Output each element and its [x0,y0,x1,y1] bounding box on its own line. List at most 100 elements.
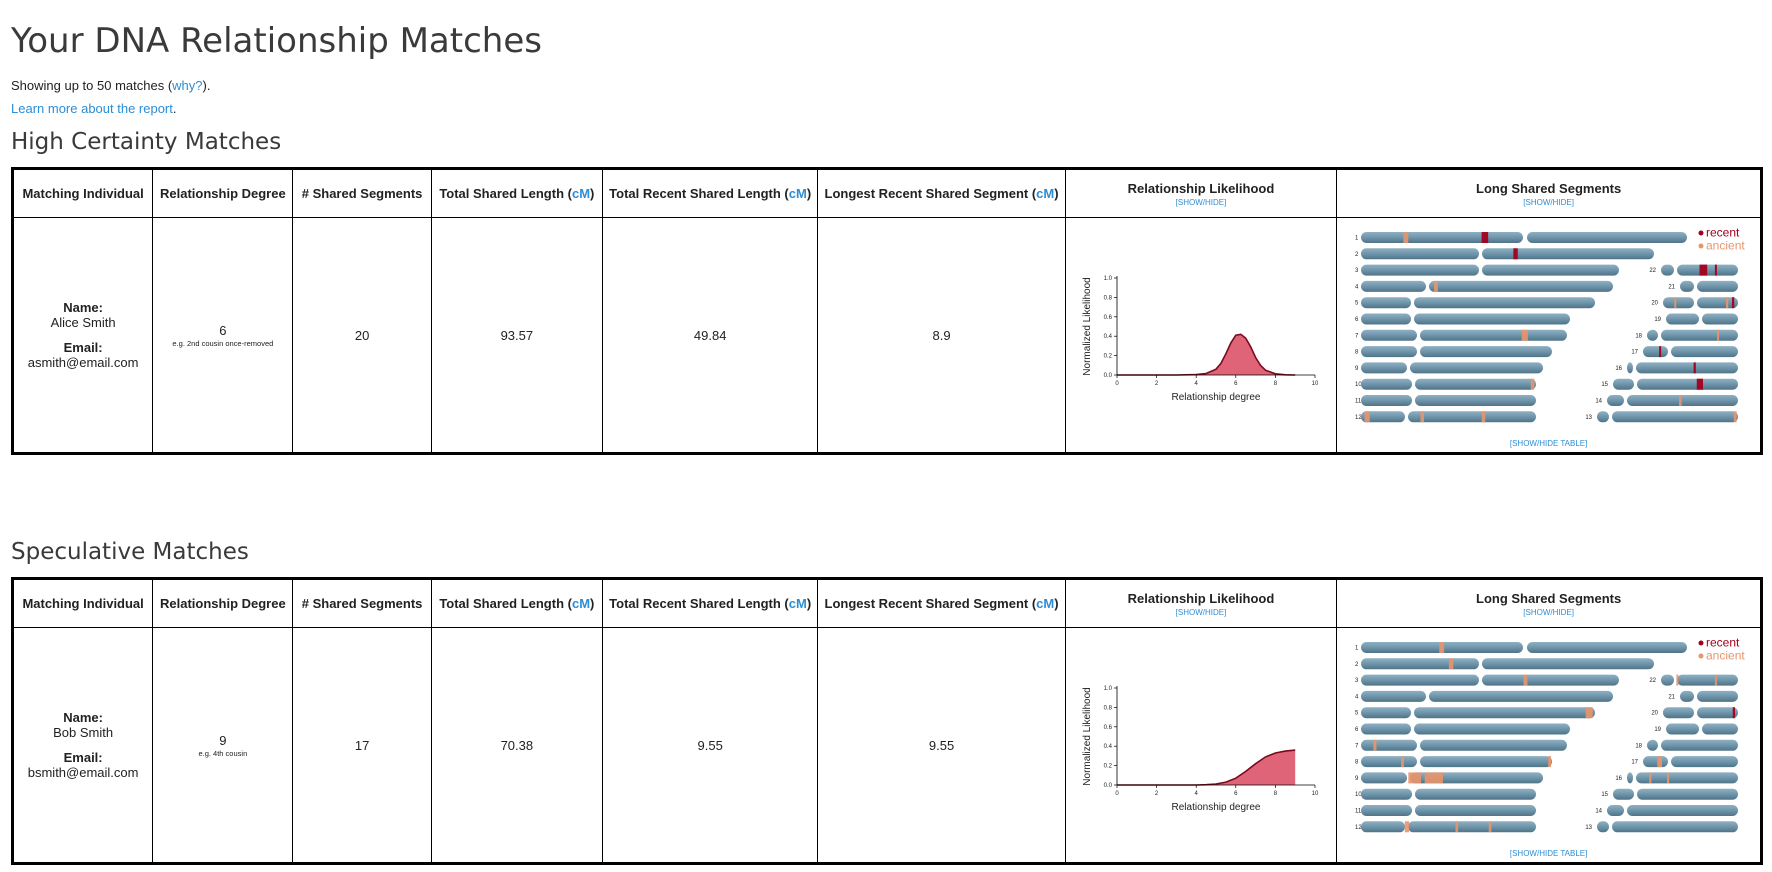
col-shared-segments: # Shared Segments [292,168,432,218]
chromosome-number: 6 [1355,317,1359,323]
y-tick-label: 0.0 [1104,783,1113,789]
chromosome-number: 10 [1355,792,1362,798]
individual-name: Bob Smith [53,725,114,740]
ancient-segment [1656,756,1662,768]
cm-link[interactable]: cM [788,186,807,201]
segments-show-hide-link[interactable]: [SHOW/HIDE] [1523,607,1574,617]
legend-recent-dot [1698,230,1704,236]
ancient-segment [1523,674,1528,686]
chromosome-number: 16 [1615,366,1622,372]
chromosome-arm [1407,821,1536,833]
col-total-shared-length: Total Shared Length (cM) [430,168,603,218]
cm-link[interactable]: cM [571,186,591,201]
x-tick-label: 0 [1115,791,1119,797]
show-hide-table-link[interactable]: [SHOW/HIDE TABLE] [1509,439,1588,448]
cell-longest-recent-segment: 8.9 [817,217,1066,454]
chromosome-arm [1696,280,1738,292]
chromosome-number: 1 [1355,236,1359,242]
likelihood-chart: 0 2 4 6 8 10 0.0 0.2 0.4 0.6 0.8 1.0 Relationship de… [1075,260,1327,410]
chromosome-arm [1606,805,1624,816]
chromosome-arm [1696,690,1738,702]
cell-total-shared-length: 70.38 [430,627,603,864]
chromosome-arm [1635,362,1738,374]
chromosome-arm [1409,772,1543,784]
cell-longest-recent-segment: 9.55 [817,627,1066,864]
x-tick-label: 10 [1312,791,1319,797]
chromosome-arm [1360,707,1411,719]
ancient-segment [1673,297,1676,309]
degree-value: 6 [219,322,227,338]
ancient-segment [1433,280,1438,292]
chromosome-number: 17 [1631,760,1638,766]
chromosome-arm [1360,805,1412,816]
email-label: Email: [63,340,103,355]
cell-individual: Name: Alice Smith Email: asmith@email.co… [11,217,154,454]
chromosome-arm [1360,264,1479,276]
recent-segment [1731,297,1734,309]
show-hide-table-link[interactable]: [SHOW/HIDE TABLE] [1509,849,1588,858]
chromosome-arm [1414,378,1536,390]
col-relationship-degree: Relationship Degree [152,168,294,218]
col-relationship-likelihood: Relationship Likelihood [SHOW/HIDE] [1064,578,1338,628]
legend-ancient-label: ancient [1706,649,1745,663]
chromosome-arm [1662,707,1694,719]
cell-long-shared-segments: 1 2 3 4 5 6 7 8 9 10 11 12 22 21 20 19 18 17 16 15 14 13 recen… [1336,217,1762,454]
chromosome-arm [1679,280,1694,292]
chromosome-svg: 12345678910111222212019181716151413recen… [1355,226,1745,423]
chromosome-diagram: 1 2 3 4 5 6 7 8 9 10 11 12 22 21 20 19 18 17 16 15 14 13 recen… [1351,224,1747,446]
section-heading: Speculative Matches [11,539,249,565]
learn-more-link[interactable]: Learn more about the report [11,101,173,116]
col-shared-segments: # Shared Segments [292,578,432,628]
ancient-segment [1648,772,1652,784]
ancient-segment [1448,658,1453,670]
chromosome-arm [1360,690,1426,702]
chromosome-arm [1428,280,1613,292]
chromosome-arm [1481,674,1619,686]
chromosome-number: 2 [1355,252,1359,258]
chromosome-arm [1414,395,1536,406]
likelihood-chart: 0 2 4 6 8 10 0.0 0.2 0.4 0.6 0.8 1.0 Relationship de… [1075,670,1327,820]
cell-long-shared-segments: 1 2 3 4 5 6 7 8 9 10 11 12 22 21 20 19 18 17 16 15 14 13 recen… [1336,627,1762,864]
recent-segment [1699,264,1707,276]
chromosome-arm [1526,642,1687,653]
chromosome-number: 19 [1654,727,1661,733]
likelihood-plot-svg: 0 2 4 6 8 10 0.0 0.2 0.4 0.6 0.8 1.0 Relationship de… [1082,686,1319,813]
likelihood-show-hide-link[interactable]: [SHOW/HIDE] [1175,607,1227,617]
why-link[interactable]: why? [172,78,203,93]
chromosome-number: 7 [1355,743,1359,749]
x-tick-label: 8 [1274,791,1278,797]
chromosome-arm [1413,723,1570,735]
chromosome-arm [1701,723,1738,735]
col-long-shared-segments: Long Shared Segments [SHOW/HIDE] [1336,578,1762,628]
chromosome-number: 10 [1355,382,1362,388]
chromosome-arm [1646,329,1658,341]
likelihood-show-hide-link[interactable]: [SHOW/HIDE] [1175,197,1227,207]
chromosome-arm [1481,264,1619,276]
cm-link[interactable]: cM [571,596,591,611]
recent-segment [1693,362,1696,374]
y-tick-label: 0.4 [1104,334,1113,340]
recent-segment [1714,264,1717,276]
page-title: Your DNA Relationship Matches [11,21,542,61]
name-label: Name: [63,300,103,315]
chromosome-number: 13 [1585,415,1592,421]
chromosome-number: 18 [1635,743,1642,749]
cell-individual: Name: Bob Smith Email: bsmith@email.com [11,627,154,864]
legend-ancient-dot [1698,653,1704,659]
chromosome-number: 5 [1355,301,1359,307]
chromosome-number: 22 [1649,678,1656,684]
chromosome-arm [1360,723,1411,735]
ancient-segment [1400,756,1404,768]
chromosome-number: 7 [1355,333,1359,339]
cm-link[interactable]: cM [1036,596,1055,611]
chromosome-arm [1413,707,1595,719]
cm-link[interactable]: cM [1036,186,1055,201]
cm-link[interactable]: cM [788,596,807,611]
chromosome-arm [1360,658,1479,670]
y-tick-label: 0.2 [1104,354,1113,360]
degree-example: e.g. 2nd cousin once-removed [172,338,274,348]
chromosome-arm [1626,362,1633,374]
segments-show-hide-link[interactable]: [SHOW/HIDE] [1523,197,1574,207]
chromosome-number: 22 [1649,268,1656,274]
